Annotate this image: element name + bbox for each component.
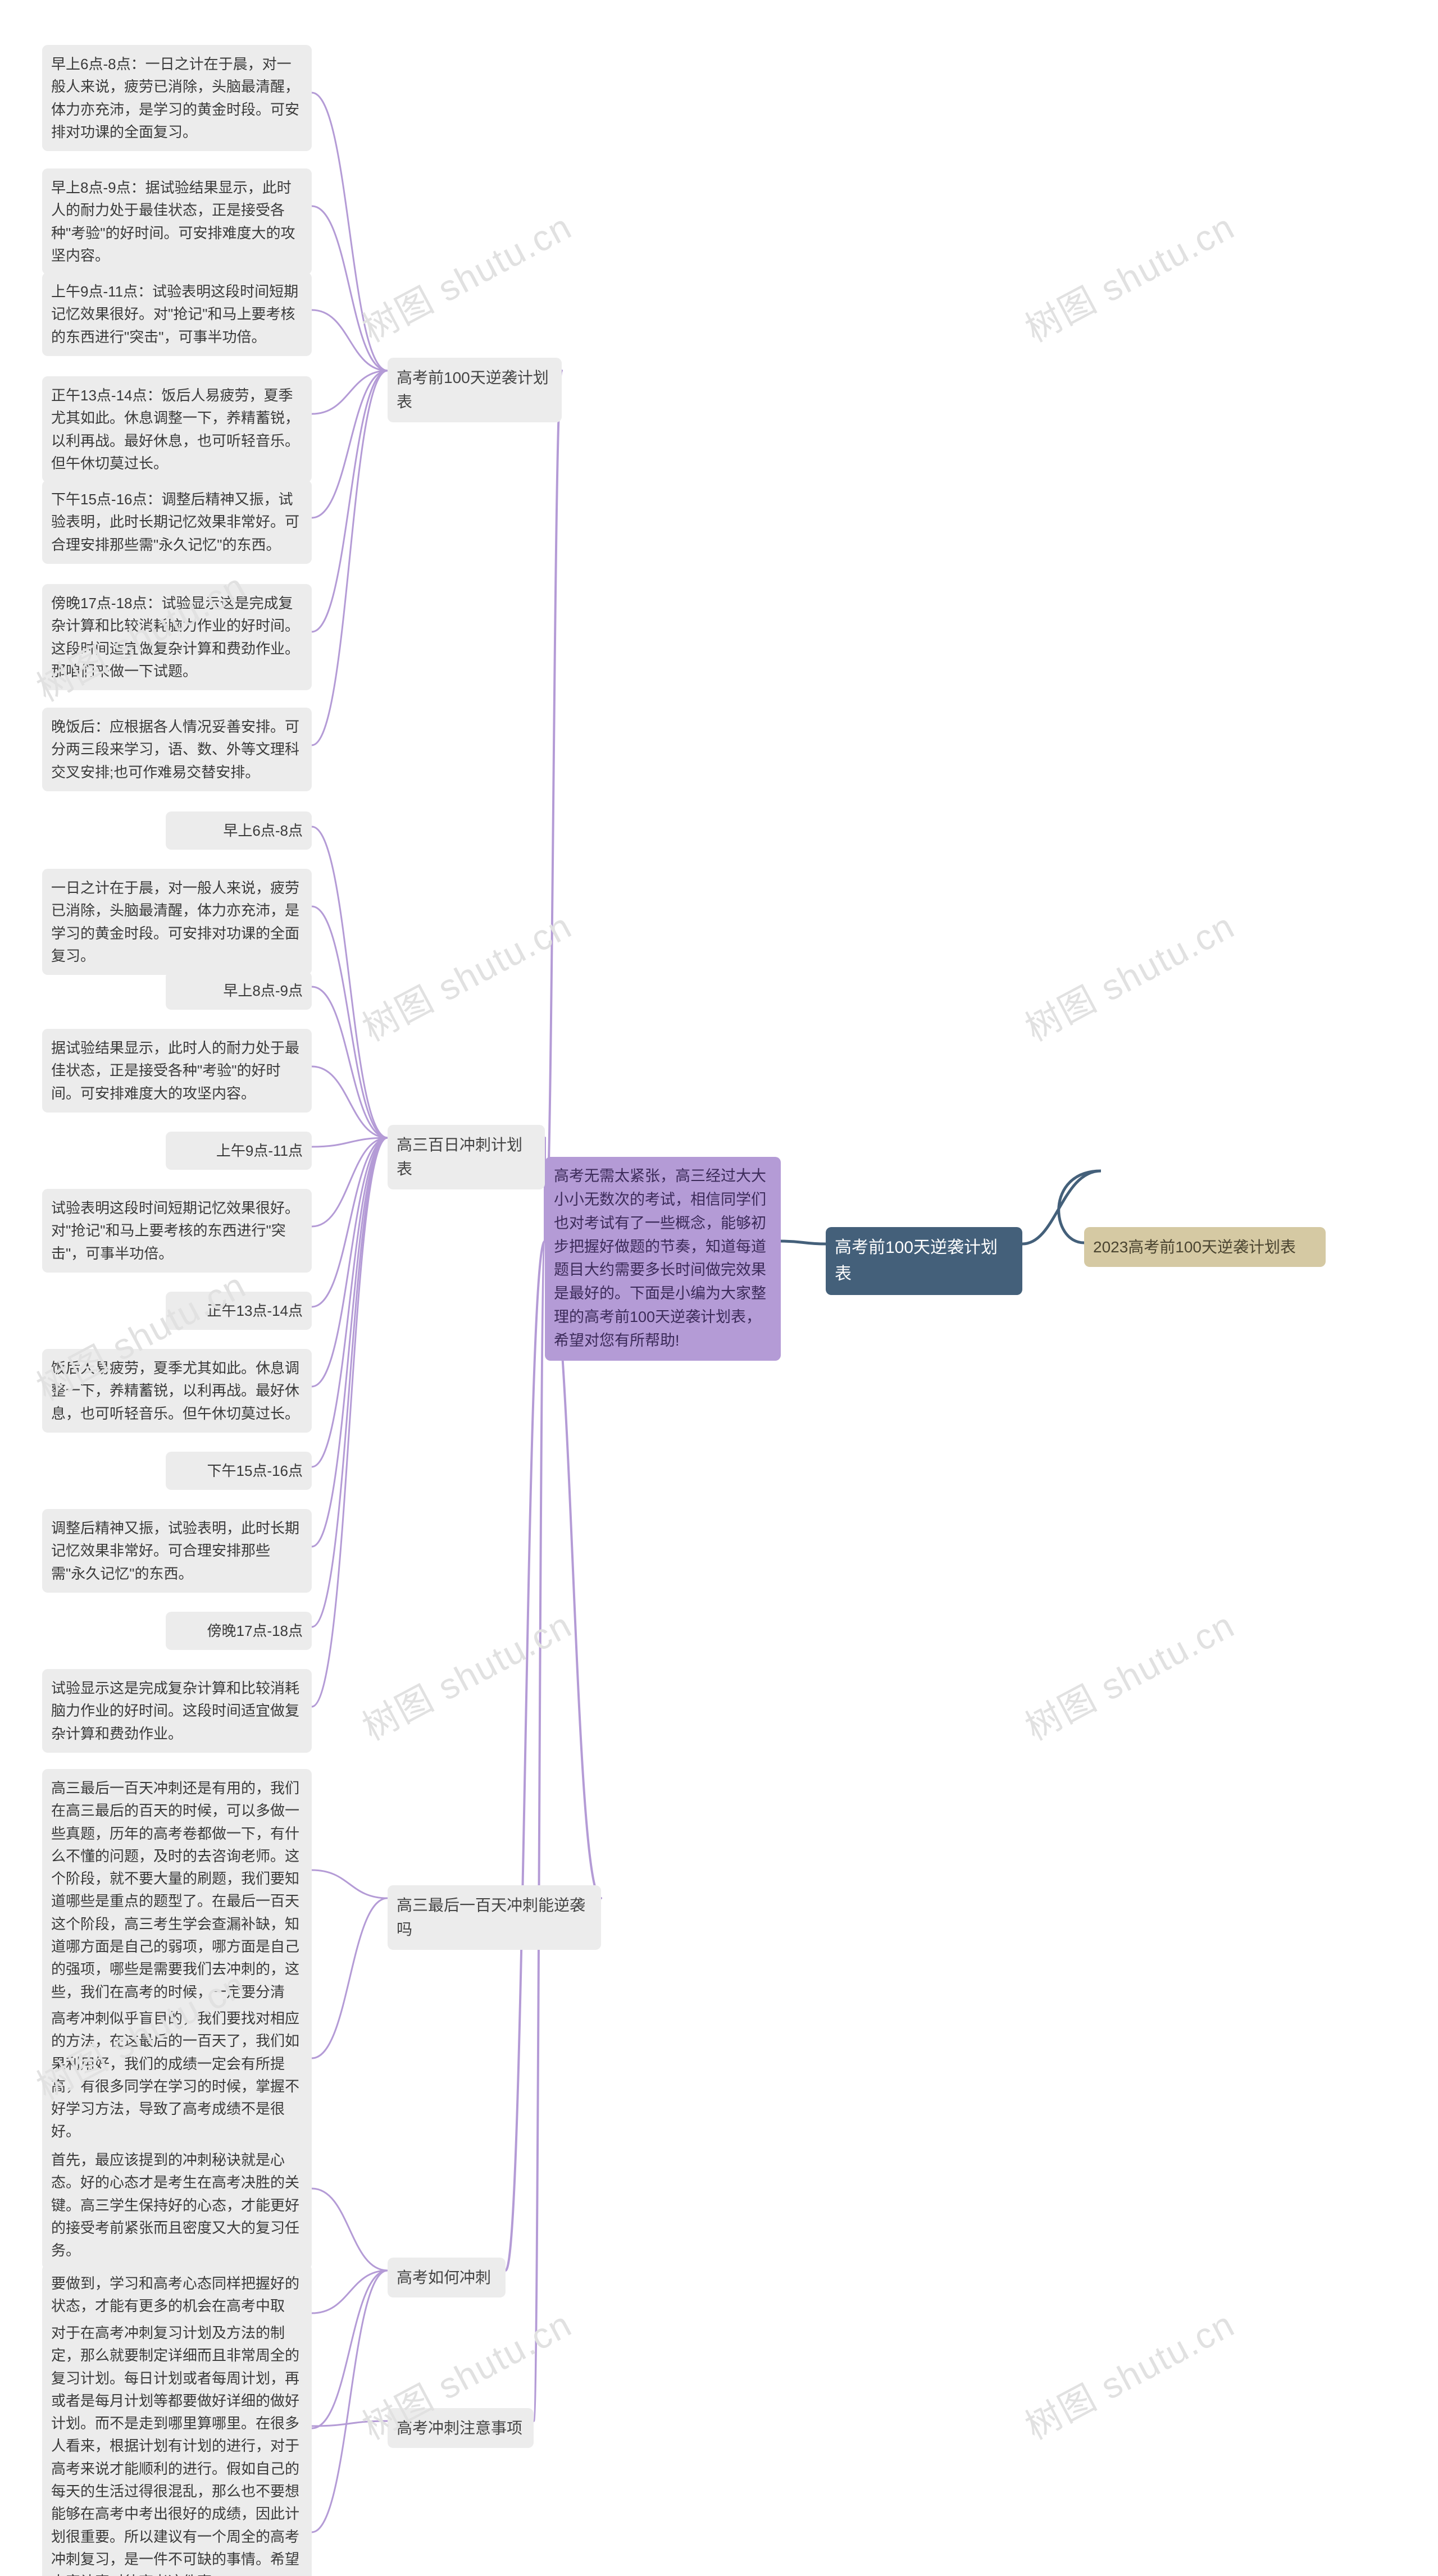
leaf-b2-9: 调整后精神又振，试验表明，此时长期记忆效果非常好。可合理安排那些需"永久记忆"的… (42, 1509, 312, 1593)
intro-node: 高考无需太紧张，高三经过大大小小无数次的考试，相信同学们也对考试有了一些概念，能… (545, 1157, 781, 1361)
leaf-b2-10: 傍晚17点-18点 (166, 1612, 312, 1650)
leaf-b2-7: 饭后人易疲劳，夏季尤其如此。休息调整一下，养精蓄锐，以利再战。最好休息，也可听轻… (42, 1349, 312, 1433)
branch-b4[interactable]: 高考如何冲刺 (388, 2258, 506, 2297)
leaf-b2-1: 一日之计在于晨，对一般人来说，疲劳已消除，头脑最清醒，体力亦充沛，是学习的黄金时… (42, 869, 312, 975)
watermark: 树图 shutu.cn (352, 1597, 580, 1750)
leaf-b1-4: 下午15点-16点：调整后精神又振，试验表明，此时长期记忆效果非常好。可合理安排… (42, 480, 312, 564)
watermark: 树图 shutu.cn (1015, 198, 1243, 352)
leaf-b1-2: 上午9点-11点：试验表明这段时间短期记忆效果很好。对"抢记"和马上要考核的东西… (42, 272, 312, 356)
leaf-b1-0: 早上6点-8点：一日之计在于晨，对一般人来说，疲劳已消除，头脑最清醒，体力亦充沛… (42, 45, 312, 151)
leaf-b2-3: 据试验结果显示，此时人的耐力处于最佳状态，正是接受各种"考验"的好时间。可安排难… (42, 1029, 312, 1113)
leaf-b3-0: 高三最后一百天冲刺还是有用的，我们在高三最后的百天的时候，可以多做一些真题，历年… (42, 1769, 312, 2034)
watermark: 树图 shutu.cn (1015, 1597, 1243, 1750)
leaf-b5-0: 对于在高考冲刺复习计划及方法的制定，那么就要制定详细而且非常周全的复习计划。每日… (42, 2314, 312, 2576)
leaf-b3-1: 高考冲刺似乎盲目的，我们要找对相应的方法，在这最后的一百天了，我们如果利用好，我… (42, 1999, 312, 2151)
leaf-b2-0: 早上6点-8点 (166, 811, 312, 850)
branch-b2[interactable]: 高三百日冲刺计划表 (388, 1125, 545, 1189)
watermark: 树图 shutu.cn (352, 897, 580, 1051)
watermark: 树图 shutu.cn (352, 198, 580, 352)
leaf-b2-8: 下午15点-16点 (166, 1452, 312, 1490)
leaf-b4-0: 首先，最应该提到的冲刺秘诀就是心态。好的心态才是考生在高考决胜的关键。高三学生保… (42, 2141, 312, 2269)
branch-b5[interactable]: 高考冲刺注意事项 (388, 2408, 534, 2448)
root-node[interactable]: 高考前100天逆袭计划表 (826, 1227, 1022, 1295)
leaf-b2-4: 上午9点-11点 (166, 1132, 312, 1170)
leaf-b2-2: 早上8点-9点 (166, 972, 312, 1010)
leaf-b1-1: 早上8点-9点：据试验结果显示，此时人的耐力处于最佳状态，正是接受各种"考验"的… (42, 168, 312, 275)
branch-b3[interactable]: 高三最后一百天冲刺能逆袭吗 (388, 1885, 601, 1950)
leaf-b2-11: 试验显示这是完成复杂计算和比较消耗脑力作业的好时间。这段时间适宜做复杂计算和费劲… (42, 1669, 312, 1753)
branch-b1[interactable]: 高考前100天逆袭计划表 (388, 358, 562, 422)
leaf-b1-3: 正午13点-14点：饭后人易疲劳，夏季尤其如此。休息调整一下，养精蓄锐，以利再战… (42, 376, 312, 482)
leaf-b2-5: 试验表明这段时间短期记忆效果很好。对"抢记"和马上要考核的东西进行"突击"，可事… (42, 1189, 312, 1273)
right-node[interactable]: 2023高考前100天逆袭计划表 (1084, 1227, 1326, 1267)
leaf-b1-5: 傍晚17点-18点：试验显示这是完成复杂计算和比较消耗脑力作业的好时间。这段时间… (42, 584, 312, 690)
watermark: 树图 shutu.cn (1015, 897, 1243, 1051)
watermark: 树图 shutu.cn (1015, 2296, 1243, 2450)
leaf-b1-6: 晚饭后：应根据各人情况妥善安排。可分两三段来学习，语、数、外等文理科交叉安排;也… (42, 708, 312, 791)
leaf-b2-6: 正午13点-14点 (166, 1292, 312, 1330)
